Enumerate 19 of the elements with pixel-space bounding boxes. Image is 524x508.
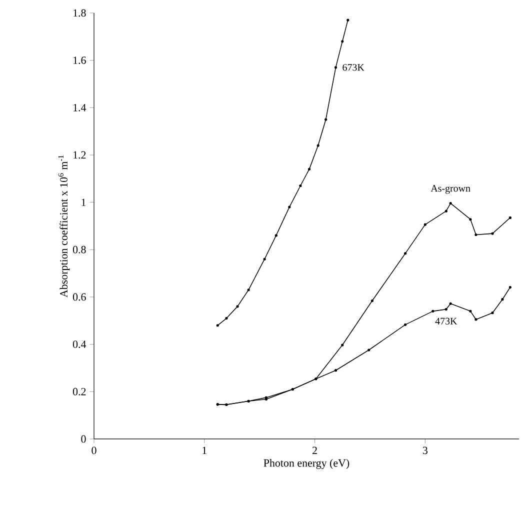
series-label: 673K [342,64,364,71]
series-label: As-grown [430,185,470,194]
y-axis-title: Absorption coefficient x 10$^{6}$ m$^{-1}$ [58,155,70,298]
y-tick-label: 0.8 [72,246,86,254]
y-tick-label: 1.2 [74,151,86,159]
y-tick-label: 1.4 [74,104,86,112]
series-label: 473K [435,318,458,324]
x-tick-label: 1 [202,446,206,454]
y-tick-label: 0.2 [72,388,86,396]
y-tick-label: 0 [81,435,86,443]
y-tick-label: 1 [82,198,86,206]
x-tick-label: 3 [422,446,428,454]
y-tick-label: 1.8 [74,9,86,17]
y-tick-label: 0.6 [72,293,86,301]
x-axis-title: Photon energy (eV) [264,459,350,469]
y-tick-label: 1.6 [74,56,86,64]
x-tick-label: 0 [92,446,96,454]
y-tick-label: 0.4 [72,340,86,348]
x-tick-label: 2 [312,446,317,454]
